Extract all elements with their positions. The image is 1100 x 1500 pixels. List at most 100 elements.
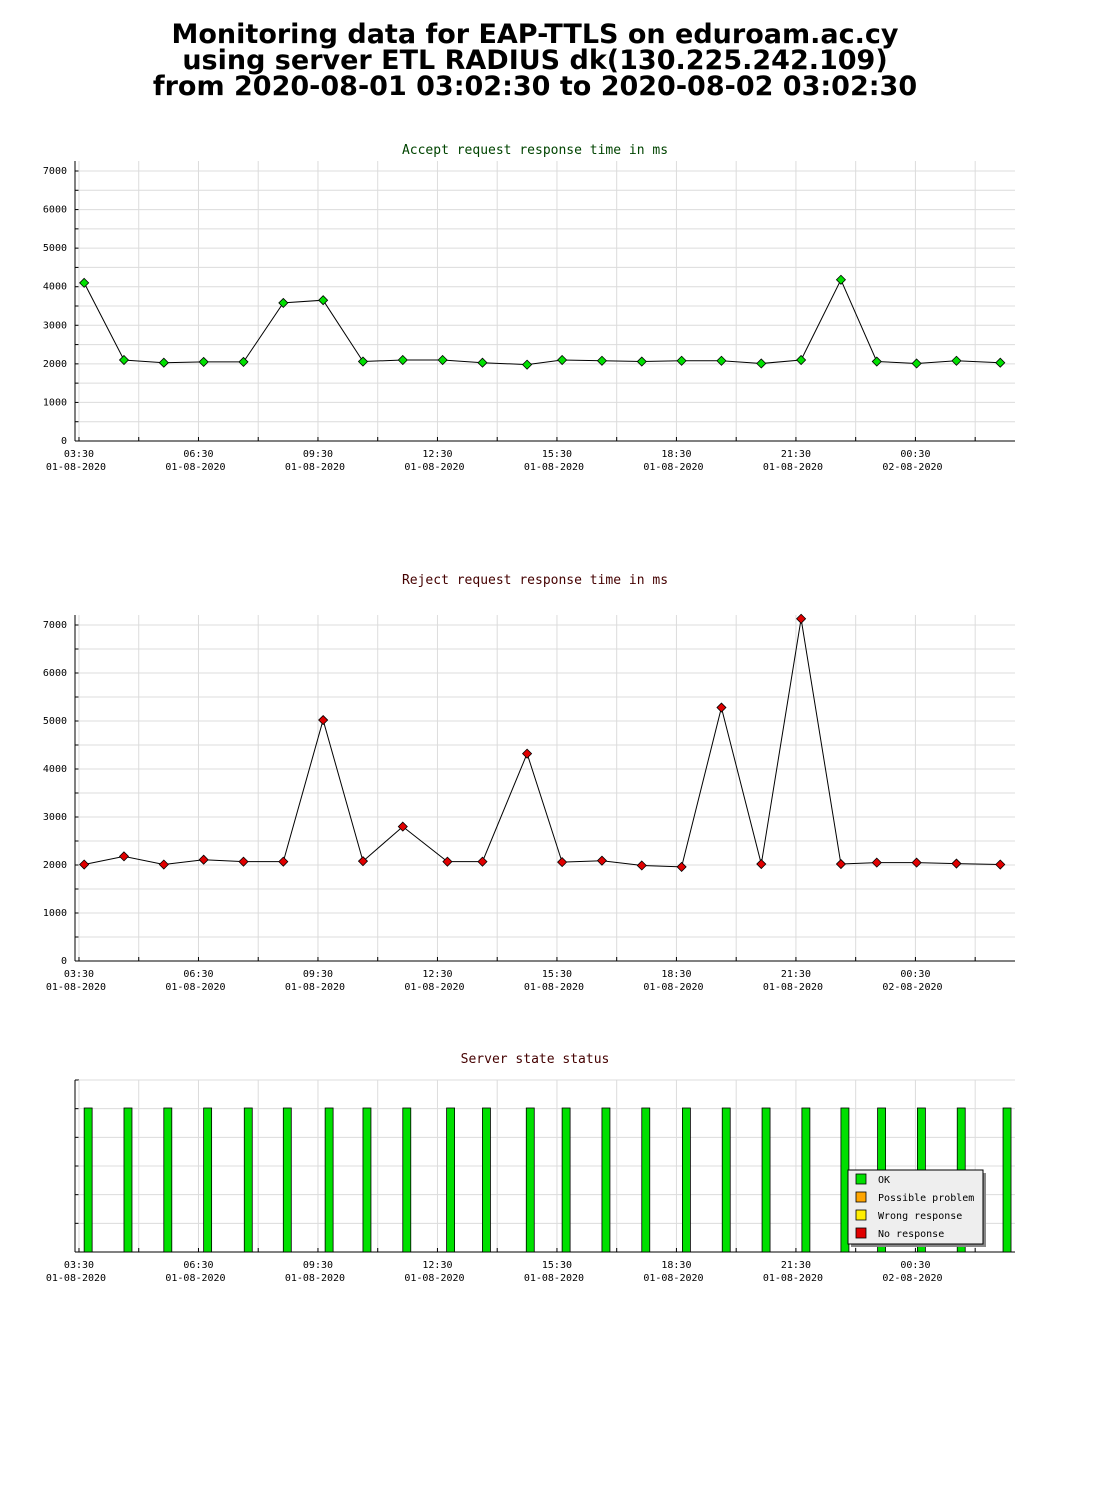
data-point <box>835 274 847 285</box>
data-point <box>557 857 568 868</box>
data-point <box>357 856 369 867</box>
x-tick-label-date: 01-08-2020 <box>643 462 703 473</box>
accept-response-chart: Accept request response time in ms 03:30 0… <box>43 143 1015 473</box>
y-tick-label: 3000 <box>43 812 67 823</box>
x-tick-label-date: 02-08-2020 <box>882 1273 942 1284</box>
status-bar <box>681 1107 691 1253</box>
x-tick-label-time: 15:30 <box>542 1260 572 1271</box>
x-tick-label-time: 15:30 <box>542 969 572 980</box>
data-point <box>357 356 369 367</box>
reject-response-chart: Reject request response time in ms 03:30 0… <box>43 573 1015 993</box>
x-tick-label-date: 01-08-2020 <box>165 982 225 993</box>
status-bar <box>525 1107 535 1253</box>
data-point <box>557 354 568 366</box>
x-tick-label-date: 01-08-2020 <box>763 462 823 473</box>
status-bar <box>446 1107 456 1253</box>
x-tick-label-date: 01-08-2020 <box>524 1273 584 1284</box>
x-tick-label-time: 12:30 <box>422 449 452 460</box>
data-point <box>796 354 807 366</box>
x-tick-label-date: 01-08-2020 <box>404 982 464 993</box>
x-tick-label-date: 01-08-2020 <box>165 1273 225 1284</box>
chart-title: Reject request response time in ms <box>402 573 668 588</box>
data-point <box>238 856 249 867</box>
data-point <box>238 356 249 367</box>
data-point <box>522 748 533 759</box>
data-point <box>158 357 169 368</box>
legend-label: OK <box>878 1175 890 1186</box>
x-tick-label-date: 01-08-2020 <box>643 1273 703 1284</box>
legend-swatch <box>855 1227 867 1239</box>
data-point <box>911 358 922 369</box>
status-bar <box>123 1107 133 1253</box>
x-tick-label-time: 18:30 <box>661 449 691 460</box>
y-tick-label: 4000 <box>43 764 67 775</box>
title-line-3: from 2020-08-01 03:02:30 to 2020-08-02 0… <box>152 71 918 102</box>
x-tick-label-time: 21:30 <box>781 969 811 980</box>
x-tick-label-date: 01-08-2020 <box>524 462 584 473</box>
data-point <box>318 295 329 306</box>
status-bar <box>1002 1107 1012 1253</box>
data-point <box>911 857 922 868</box>
data-point <box>716 702 727 713</box>
server-state-chart: Server state status 03:30 01-08-2020 06:30 0… <box>46 1052 1015 1284</box>
data-point <box>437 354 448 366</box>
x-tick-label-time: 06:30 <box>183 1260 213 1271</box>
data-point <box>522 359 533 370</box>
y-tick-label: 3000 <box>43 320 67 331</box>
status-bar <box>561 1107 571 1253</box>
data-point <box>636 356 647 367</box>
chart-title: Server state status <box>461 1052 610 1067</box>
x-tick-label-time: 09:30 <box>303 969 333 980</box>
status-bar <box>482 1107 491 1253</box>
data-point <box>477 357 488 368</box>
data-point <box>79 859 90 870</box>
x-tick-label-time: 09:30 <box>303 449 333 460</box>
y-tick-label: 7000 <box>43 620 67 631</box>
data-point <box>951 858 962 869</box>
x-tick-label-time: 03:30 <box>64 969 94 980</box>
x-tick-label-time: 12:30 <box>422 1260 452 1271</box>
data-point <box>951 355 962 366</box>
data-point <box>676 861 687 872</box>
y-tick-label: 1000 <box>43 397 67 408</box>
status-bar <box>203 1107 213 1253</box>
legend-label: Possible problem <box>878 1193 974 1204</box>
x-tick-label-date: 01-08-2020 <box>46 982 106 993</box>
x-tick-label-time: 06:30 <box>183 449 213 460</box>
page-title: Monitoring data for EAP-TTLS on eduroam.… <box>0 19 1070 102</box>
x-tick-label-time: 15:30 <box>542 449 572 460</box>
series-line <box>83 278 1001 366</box>
y-tick-label: 5000 <box>43 243 67 254</box>
x-tick-label-time: 18:30 <box>661 1260 691 1271</box>
x-tick-label-date: 01-08-2020 <box>763 1273 823 1284</box>
x-tick-label-date: 01-08-2020 <box>404 1273 464 1284</box>
x-tick-label-date: 01-08-2020 <box>524 982 584 993</box>
x-tick-label-date: 01-08-2020 <box>285 462 345 473</box>
x-tick-label-time: 00:30 <box>900 969 930 980</box>
x-tick-label-time: 03:30 <box>64 1260 94 1271</box>
data-point <box>871 356 882 367</box>
y-tick-label: 4000 <box>43 282 67 293</box>
status-bar <box>83 1107 93 1253</box>
legend-box <box>847 1169 984 1245</box>
data-point <box>995 357 1006 368</box>
y-tick-label: 7000 <box>43 166 67 177</box>
title-line-1: Monitoring data for EAP-TTLS on eduroam.… <box>171 19 899 50</box>
x-tick-label-date: 01-08-2020 <box>46 462 106 473</box>
series-line <box>84 618 1001 868</box>
x-tick-label-date: 01-08-2020 <box>404 462 464 473</box>
legend-label: No response <box>878 1229 944 1240</box>
data-point <box>442 856 453 867</box>
y-tick-label: 0 <box>61 956 67 967</box>
data-point <box>995 859 1006 870</box>
data-point <box>477 856 488 867</box>
y-tick-label: 2000 <box>43 359 67 370</box>
x-tick-label-date: 02-08-2020 <box>882 462 942 473</box>
status-bar <box>324 1107 334 1253</box>
data-point <box>118 354 130 366</box>
x-tick-label-time: 18:30 <box>661 969 691 980</box>
data-point <box>79 277 90 288</box>
data-point <box>636 860 647 871</box>
x-tick-label-time: 06:30 <box>183 969 213 980</box>
data-point <box>158 859 169 870</box>
